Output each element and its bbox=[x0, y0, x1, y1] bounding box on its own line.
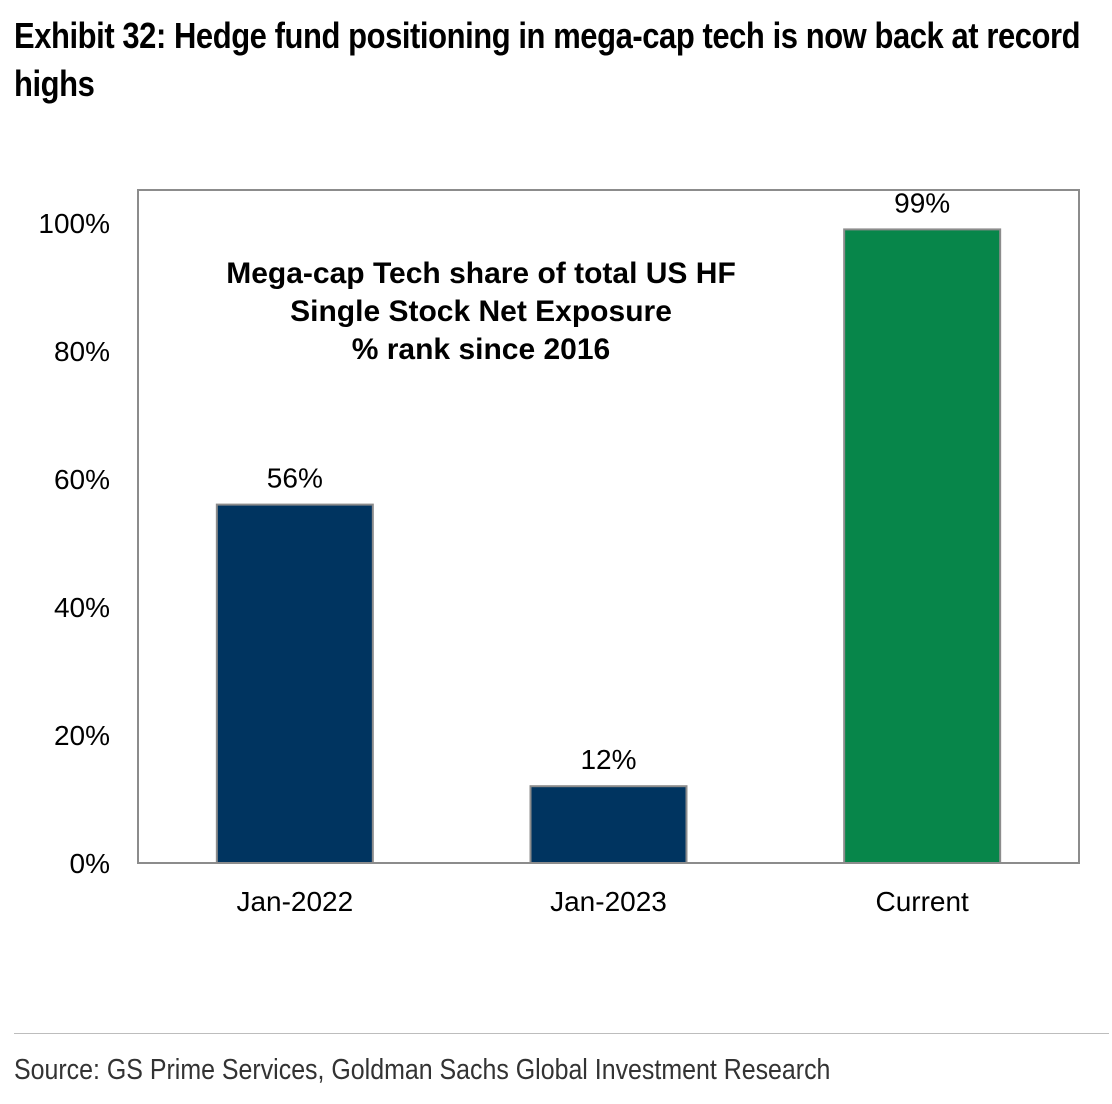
chart-title-line: Mega-cap Tech share of total US HF bbox=[226, 257, 736, 290]
y-tick-label: 60% bbox=[54, 464, 110, 495]
bar-series bbox=[215, 228, 1002, 865]
data-label: 56% bbox=[267, 463, 323, 494]
x-tick-label: Current bbox=[875, 886, 969, 917]
y-tick-label: 80% bbox=[54, 336, 110, 367]
footer-divider bbox=[14, 1033, 1109, 1034]
x-tick-label: Jan-2023 bbox=[550, 886, 667, 917]
chart-title: Mega-cap Tech share of total US HF Single… bbox=[226, 257, 736, 366]
x-tick-label: Jan-2022 bbox=[236, 886, 353, 917]
data-label: 12% bbox=[580, 744, 636, 775]
y-axis: 0% 20% 40% 60% 80% 100% bbox=[38, 208, 110, 879]
y-tick-label: 0% bbox=[70, 848, 110, 879]
bar-current bbox=[843, 228, 1002, 864]
bar-chart: 0%20%40%60%80%100% 56%12%99% Jan-2022 Jan… bbox=[38, 187, 1080, 917]
bar-jan-2023 bbox=[529, 785, 688, 865]
y-tick-label: 20% bbox=[54, 720, 110, 751]
chart-title-line: Single Stock Net Exposure bbox=[290, 295, 672, 328]
bar-jan-2022 bbox=[215, 503, 374, 864]
data-labels: 56% 12% 99% bbox=[267, 187, 950, 775]
data-label: 99% bbox=[894, 187, 950, 218]
x-axis: Jan-2022 Jan-2023 Current bbox=[236, 886, 969, 917]
exhibit-title: Exhibit 32: Hedge fund positioning in me… bbox=[14, 12, 1081, 108]
y-tick-label: 40% bbox=[54, 592, 110, 623]
source-note: Source: GS Prime Services, Goldman Sachs… bbox=[14, 1054, 831, 1086]
y-tick-label: 100% bbox=[38, 208, 110, 239]
exhibit-title-text: Exhibit 32: Hedge fund positioning in me… bbox=[14, 15, 1081, 104]
chart-title-line: % rank since 2016 bbox=[352, 333, 611, 366]
